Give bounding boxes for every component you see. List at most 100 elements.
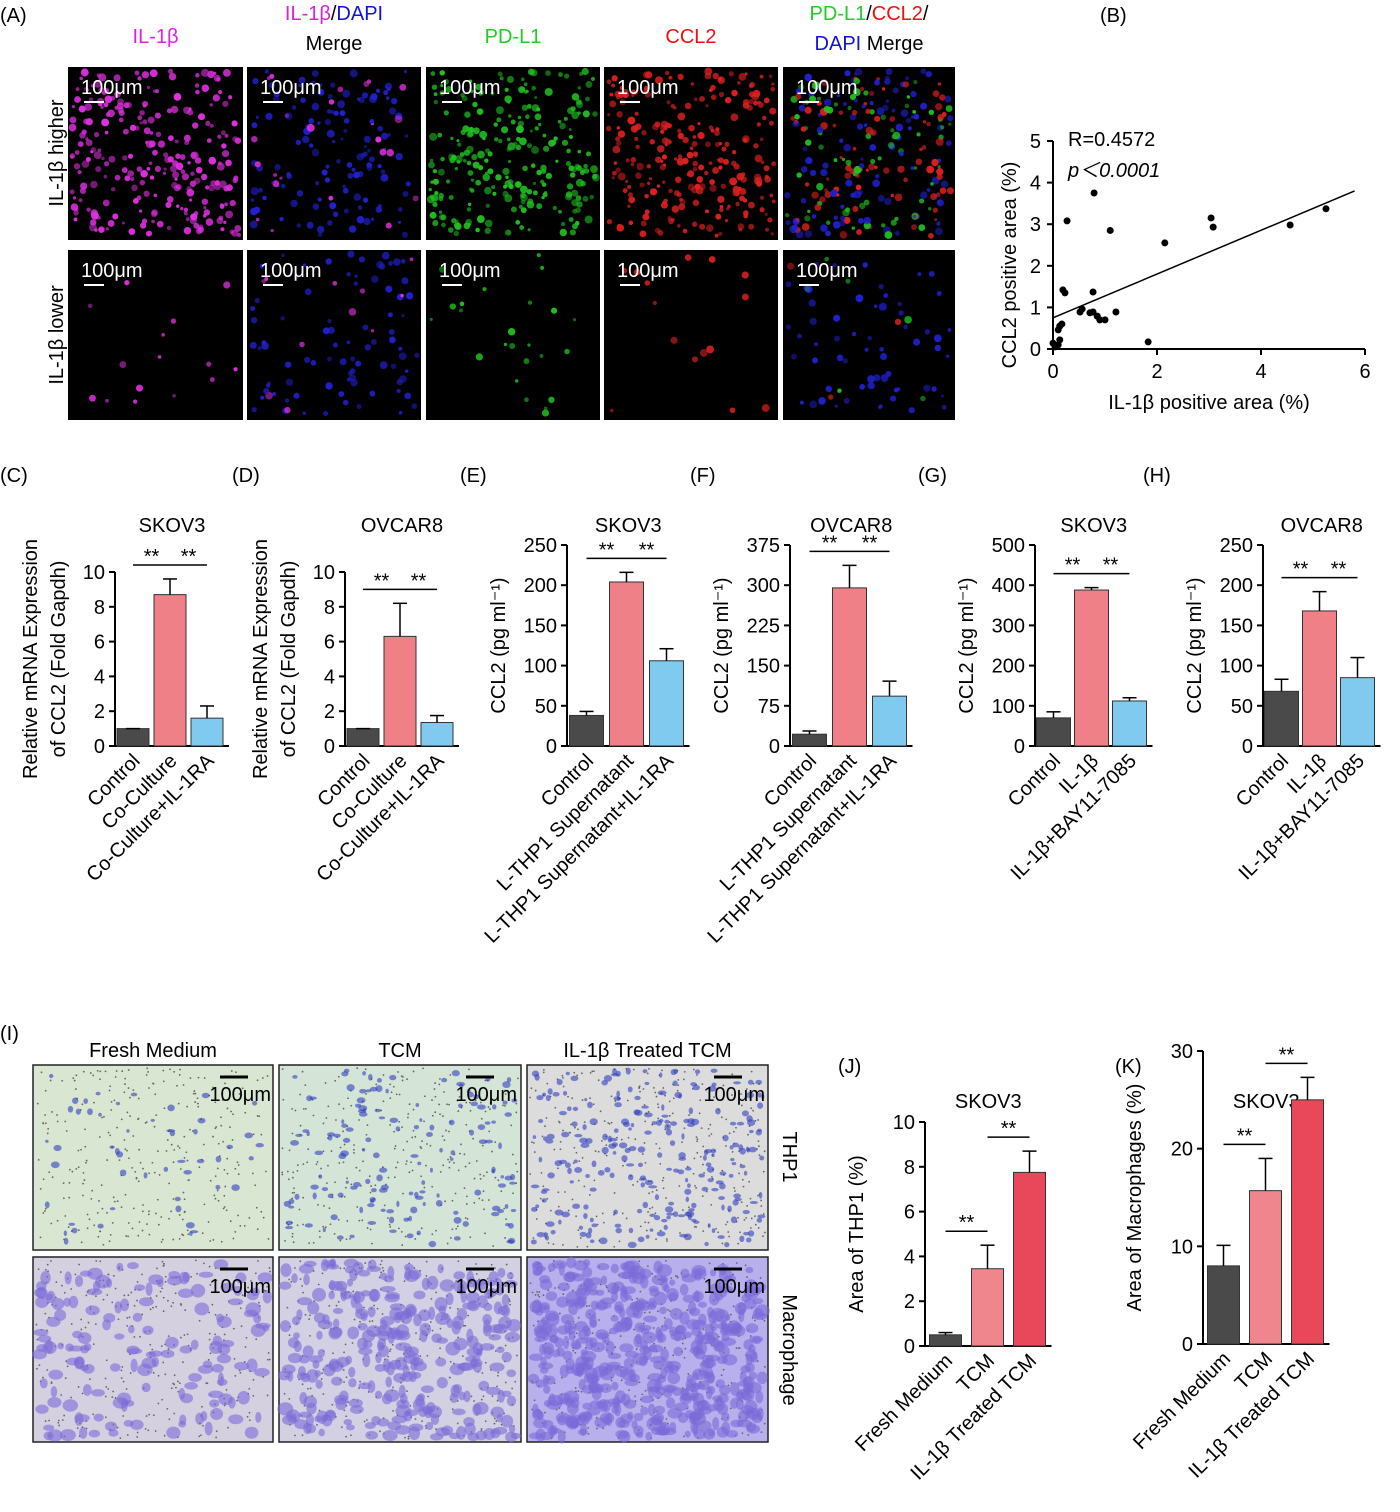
pore — [484, 1232, 486, 1235]
pore — [557, 1205, 560, 1208]
cell — [484, 1121, 491, 1125]
cell — [456, 1081, 466, 1087]
cell — [874, 165, 878, 169]
pore — [96, 1069, 99, 1072]
pore — [44, 1114, 46, 1116]
pore — [486, 1277, 489, 1280]
cell — [931, 158, 939, 167]
cell — [839, 215, 846, 221]
pore — [241, 1294, 244, 1297]
cell — [342, 89, 351, 98]
significance-label: ** — [144, 546, 160, 568]
pore — [81, 1103, 84, 1106]
cell — [433, 99, 439, 105]
cell — [327, 93, 333, 100]
cell — [332, 1318, 340, 1329]
pore — [109, 1134, 112, 1137]
pore — [120, 1118, 123, 1121]
y-tick-label: 8 — [94, 597, 105, 619]
cell — [363, 144, 368, 149]
pore — [183, 1157, 186, 1159]
cell — [254, 1367, 270, 1377]
cell — [135, 384, 143, 392]
pore — [379, 1430, 381, 1433]
pore — [62, 1197, 65, 1200]
cell — [142, 1325, 154, 1335]
pore — [404, 1235, 407, 1238]
cell — [602, 1133, 608, 1141]
cell — [448, 1119, 455, 1126]
pore — [238, 1093, 241, 1095]
cell — [250, 198, 255, 202]
cell — [89, 394, 96, 402]
pore — [103, 1115, 105, 1118]
cell — [482, 287, 487, 292]
cell — [883, 167, 890, 174]
cell — [220, 1339, 235, 1348]
pore — [312, 1114, 315, 1117]
cell — [804, 215, 811, 222]
pore — [483, 1208, 485, 1211]
cell — [517, 115, 522, 120]
pore — [154, 1430, 157, 1432]
cell — [385, 1088, 389, 1094]
cell — [388, 261, 394, 266]
pore — [136, 1281, 139, 1283]
pore — [156, 1150, 159, 1153]
cell — [217, 1372, 224, 1387]
cell — [566, 148, 571, 154]
pore — [676, 1276, 679, 1279]
cell — [231, 1184, 240, 1191]
pore — [251, 1172, 254, 1175]
cell — [565, 1358, 575, 1371]
header-segment: Merge — [306, 33, 363, 55]
cell — [694, 183, 701, 190]
pore — [581, 1157, 584, 1159]
cell — [905, 76, 909, 81]
cell — [342, 399, 349, 406]
cell — [298, 1355, 310, 1364]
pore — [337, 1218, 340, 1221]
cell — [166, 108, 172, 114]
pore — [42, 1178, 45, 1181]
chart-title: SKOV3 — [1060, 515, 1127, 537]
pore — [184, 1210, 186, 1213]
y-tick-label: 2 — [94, 701, 105, 723]
pore — [532, 1324, 535, 1327]
pore — [583, 1121, 586, 1124]
cell — [738, 1144, 744, 1151]
pore — [111, 1301, 114, 1304]
pore — [133, 1304, 136, 1307]
cell — [557, 1282, 571, 1292]
cell — [429, 211, 437, 219]
pore — [542, 1069, 545, 1071]
cell — [585, 96, 590, 102]
pore — [531, 1141, 533, 1144]
cell — [628, 1127, 632, 1131]
cell — [87, 1108, 93, 1116]
cell — [74, 1275, 84, 1287]
cell — [596, 1400, 606, 1410]
pore — [497, 1179, 500, 1182]
cell — [308, 1355, 324, 1363]
cell — [716, 1356, 728, 1365]
pore — [568, 1131, 571, 1134]
cell — [390, 97, 398, 105]
pore — [573, 1146, 576, 1149]
cell — [794, 114, 800, 120]
cell — [328, 99, 335, 105]
cell — [498, 138, 503, 144]
cell — [824, 188, 828, 193]
pore — [599, 1110, 602, 1113]
pore — [144, 1428, 147, 1430]
cell — [822, 162, 829, 169]
pore — [571, 1097, 574, 1100]
pore — [698, 1112, 701, 1115]
cell — [541, 1188, 550, 1192]
cell — [590, 76, 595, 81]
cell — [599, 1383, 612, 1394]
cell — [763, 165, 770, 172]
pore — [163, 1434, 166, 1437]
cell — [713, 130, 720, 136]
cell — [137, 76, 142, 81]
